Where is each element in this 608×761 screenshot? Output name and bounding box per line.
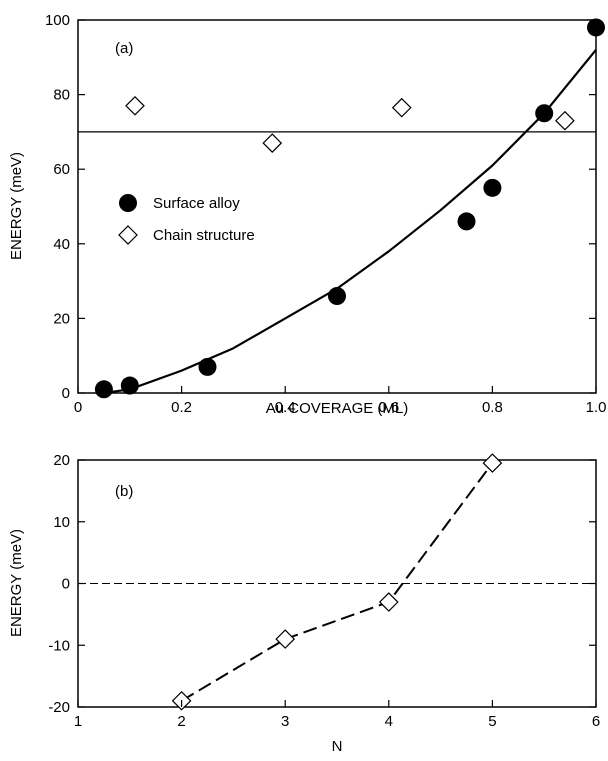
panel-b-x-tick-label: 4 xyxy=(385,713,393,730)
panel-b-point xyxy=(275,629,296,649)
panel-b-y-tick-label: 10 xyxy=(53,514,70,531)
panel-b-x-tick-label: 3 xyxy=(281,713,289,730)
panel-b-series-line xyxy=(181,462,494,702)
chain-structure-point xyxy=(125,95,145,116)
panel-b-ticks: 1 2 3 4 5 6 -20 -10 0 10 20 xyxy=(48,452,600,730)
panel-a-x-tick-label: 0 xyxy=(74,399,82,416)
legend-surface-alloy-marker xyxy=(119,194,137,212)
panel-b-y-axis-title: ENERGY (meV) xyxy=(8,529,25,637)
panel-a-ticks: 0 0.2 0.4 0.6 0.8 1.0 0 20 40 60 80 100 xyxy=(45,12,606,416)
panel-a-y-tick-label: 60 xyxy=(53,161,70,178)
panel-a-y-tick-label: 100 xyxy=(45,12,70,29)
panel-a-y-tick-label: 20 xyxy=(53,310,70,327)
surface-alloy-point xyxy=(198,357,217,376)
panel-b-n-chart: 1 2 3 4 5 6 -20 -10 0 10 20 (b) N ENERGY (meV) xyxy=(8,452,600,755)
chain-structure-point xyxy=(262,133,283,153)
panel-b-y-tick-label: -20 xyxy=(48,699,70,716)
panel-a-y-axis-title: ENERGY (meV) xyxy=(8,152,25,260)
panel-a-x-axis-title: Au COVERAGE (ML) xyxy=(266,400,409,417)
panel-b-y-tick-label: -10 xyxy=(48,637,70,654)
panel-b-y-tick-label: 0 xyxy=(62,576,70,593)
legend-chain-structure-marker xyxy=(118,225,138,245)
panel-a-y-tick-label: 0 xyxy=(62,385,70,402)
legend-chain-structure-label: Chain structure xyxy=(153,227,255,244)
surface-alloy-point xyxy=(535,104,554,123)
panel-b-data-points xyxy=(171,453,503,711)
panel-a-x-tick-label: 0.4 xyxy=(275,399,296,416)
panel-a-fit-curve xyxy=(103,49,597,395)
panel-a-x-tick-label: 1.0 xyxy=(586,399,607,416)
panel-b-series-line-group xyxy=(181,462,494,702)
panel-b-x-tick-label: 2 xyxy=(177,713,185,730)
legend-surface-alloy-label: Surface alloy xyxy=(153,195,240,212)
panel-b-label: (b) xyxy=(115,483,133,500)
panel-b-x-axis-title: N xyxy=(332,738,343,755)
surface-alloy-point xyxy=(587,18,605,37)
panel-a-legend: Surface alloy Chain structure xyxy=(118,194,255,245)
panel-a-plot-frame xyxy=(77,19,597,394)
panel-b-x-tick-label: 5 xyxy=(488,713,496,730)
surface-alloy-point xyxy=(94,380,113,399)
panel-a-x-tick-label: 0.6 xyxy=(378,399,399,416)
surface-alloy-point xyxy=(483,178,502,197)
panel-b-x-tick-label: 1 xyxy=(74,713,82,730)
panel-b-point xyxy=(378,592,399,612)
panel-a-y-tick-label: 40 xyxy=(53,236,70,253)
chain-structure-point xyxy=(555,110,575,131)
surface-alloy-point xyxy=(120,376,139,395)
panel-a-label: (a) xyxy=(115,40,133,57)
panel-a-x-tick-label: 0.2 xyxy=(171,399,192,416)
panel-a-x-tick-label: 0.8 xyxy=(482,399,503,416)
panel-a-fit-curve-group xyxy=(103,49,597,395)
panel-a-y-tick-label: 80 xyxy=(53,87,70,104)
panel-b-y-tick-label: 20 xyxy=(53,452,70,469)
panel-b-x-tick-label: 6 xyxy=(592,713,600,730)
panel-b-point xyxy=(482,453,503,473)
surface-alloy-point xyxy=(457,212,476,231)
panel-a-coverage-chart: 0 0.2 0.4 0.6 0.8 1.0 0 20 40 60 80 100 (a) Au COVE… xyxy=(8,12,606,417)
surface-alloy-point xyxy=(328,287,346,306)
panel-a-data-points xyxy=(94,18,605,399)
chain-structure-point xyxy=(391,97,412,118)
